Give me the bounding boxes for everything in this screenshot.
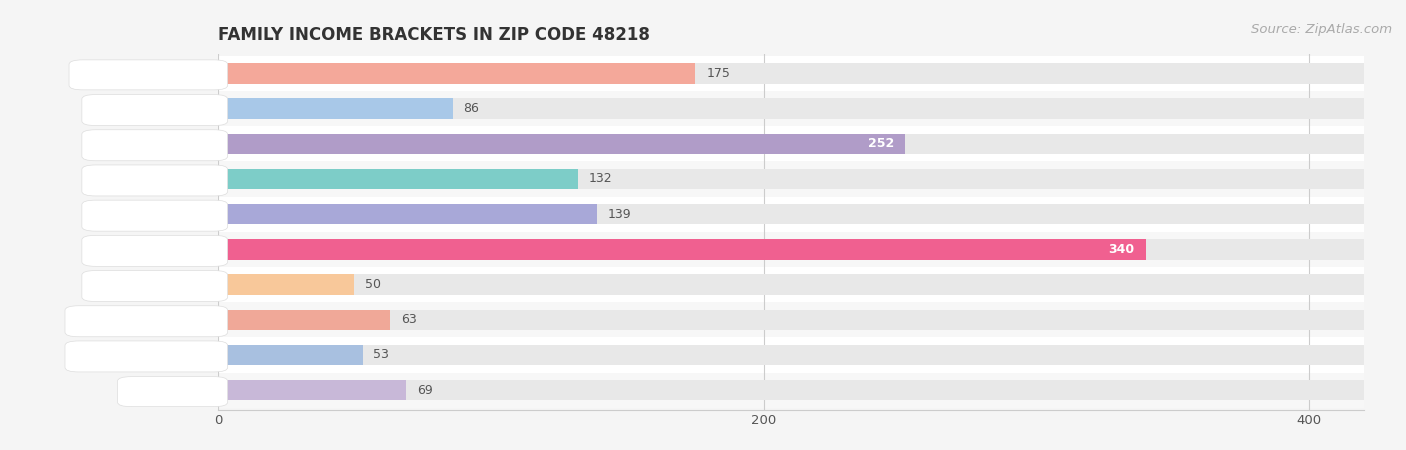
Bar — [218, 169, 578, 189]
Bar — [218, 302, 1364, 338]
Bar — [218, 310, 389, 330]
Bar — [218, 134, 1364, 154]
Bar — [218, 197, 1364, 232]
Text: 86: 86 — [464, 102, 479, 115]
Bar — [218, 204, 1364, 225]
Text: 53: 53 — [374, 348, 389, 361]
Bar — [218, 134, 905, 154]
Bar — [218, 56, 1364, 91]
Bar — [218, 274, 1364, 295]
Bar — [218, 267, 1364, 302]
Bar — [218, 239, 1364, 260]
Bar — [218, 345, 1364, 365]
Bar — [218, 338, 1364, 373]
Bar — [218, 63, 696, 84]
Text: 50: 50 — [366, 278, 381, 291]
Bar — [218, 274, 354, 295]
Text: 132: 132 — [589, 172, 613, 185]
Text: 175: 175 — [706, 67, 730, 80]
Bar — [218, 99, 453, 119]
Bar — [218, 169, 1364, 189]
Bar — [218, 373, 1364, 408]
Bar — [218, 380, 1364, 400]
Bar — [218, 126, 1364, 162]
Text: 63: 63 — [401, 313, 416, 326]
Bar — [218, 345, 363, 365]
Bar — [218, 63, 1364, 84]
Text: FAMILY INCOME BRACKETS IN ZIP CODE 48218: FAMILY INCOME BRACKETS IN ZIP CODE 48218 — [218, 26, 650, 44]
Text: 252: 252 — [869, 137, 894, 150]
Bar — [218, 91, 1364, 126]
Bar — [218, 204, 598, 225]
Bar — [218, 162, 1364, 197]
Text: 139: 139 — [607, 207, 631, 220]
Text: 340: 340 — [1108, 243, 1135, 256]
Bar — [218, 310, 1364, 330]
Bar — [218, 380, 406, 400]
Text: Source: ZipAtlas.com: Source: ZipAtlas.com — [1251, 22, 1392, 36]
Bar — [218, 99, 1364, 119]
Bar — [218, 239, 1146, 260]
Text: 69: 69 — [418, 384, 433, 396]
Bar — [218, 232, 1364, 267]
